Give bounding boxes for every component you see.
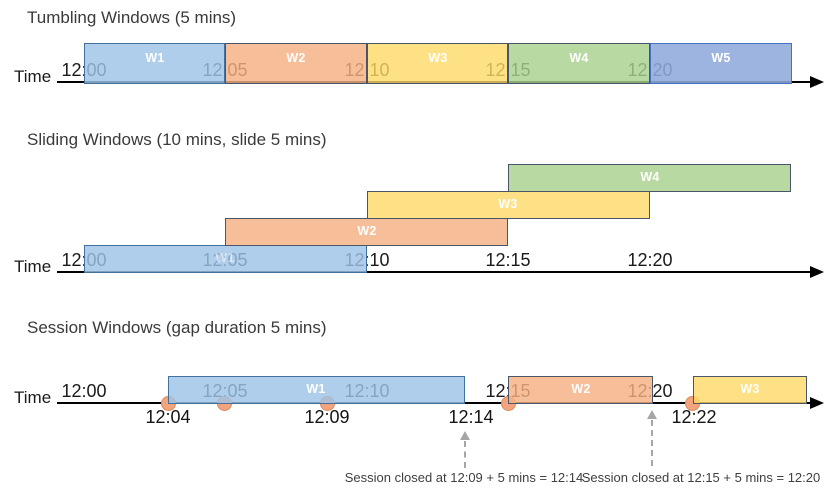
dashed-arrow-line [464, 441, 466, 468]
sliding-w2-label: W2 [357, 224, 377, 238]
sliding-w4-label: W4 [640, 170, 660, 184]
session-close-annotation-2: Session closed at 12:15 + 5 mins = 12:20 [581, 470, 821, 485]
sliding-tick-1215: 12:15 [485, 250, 531, 270]
sliding-tick-1220: 12:20 [627, 250, 673, 270]
tumbling-w1-label: W1 [145, 51, 165, 65]
tumbling-section-title: Tumbling Windows (5 mins) [27, 8, 237, 27]
sliding-window-w2 [225, 218, 508, 246]
event-time-label-1204: 12:04 [145, 407, 191, 427]
session-time-axis-label: Time [14, 388, 52, 407]
dashed-arrow-up-icon [460, 431, 470, 440]
tumbling-w2-label: W2 [286, 51, 306, 65]
tumbling-w3-label: W3 [428, 51, 448, 65]
tumbling-w4-label: W4 [569, 51, 589, 65]
session-timeline-arrowhead-icon [810, 397, 824, 409]
session-tick-1200: 12:00 [61, 381, 107, 401]
sliding-time-axis-label: Time [14, 257, 52, 276]
event-time-label-1209: 12:09 [304, 407, 350, 427]
tumbling-timeline-arrowhead-icon [810, 76, 824, 88]
session-w2-label: W2 [571, 382, 591, 396]
session-window-w1 [168, 376, 465, 404]
session-w3-label: W3 [740, 382, 760, 396]
tumbling-window-w5 [650, 43, 792, 84]
tumbling-window-w4 [508, 43, 650, 84]
session-close-annotation-1: Session closed at 12:09 + 5 mins = 12:14 [344, 470, 584, 485]
sliding-timeline [57, 271, 813, 273]
tumbling-window-w2 [225, 43, 367, 84]
tumbling-window-w3 [367, 43, 508, 84]
sliding-w3-label: W3 [498, 197, 518, 211]
sliding-timeline-arrowhead-icon [810, 266, 824, 278]
tumbling-w5-label: W5 [711, 51, 731, 65]
event-time-label-1222: 12:22 [671, 407, 717, 427]
session-w1-label: W1 [306, 382, 326, 396]
dashed-arrow-line [651, 420, 653, 466]
session-close-time-label-1214: 12:14 [448, 407, 494, 427]
session-window-w2 [508, 376, 653, 404]
dashed-arrow-up-icon [647, 410, 657, 419]
session-section-title: Session Windows (gap duration 5 mins) [27, 318, 327, 337]
session-window-w3 [693, 376, 807, 404]
sliding-w1-label: W1 [215, 251, 235, 265]
sliding-window-w4 [508, 164, 791, 192]
tumbling-time-axis-label: Time [14, 67, 52, 86]
sliding-section-title: Sliding Windows (10 mins, slide 5 mins) [27, 130, 327, 149]
tumbling-window-w1 [84, 43, 225, 84]
